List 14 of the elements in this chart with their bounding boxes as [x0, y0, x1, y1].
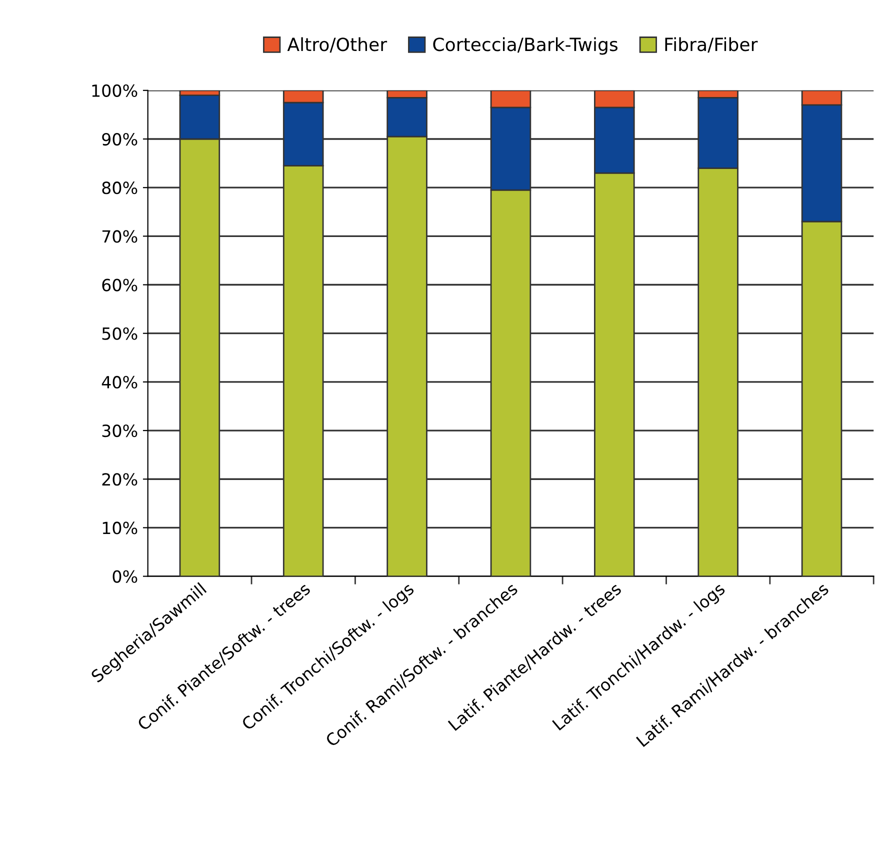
y-tick-label: 70%	[102, 230, 138, 243]
y-tick-label: 50%	[102, 327, 138, 340]
y-tick-label: 90%	[102, 132, 138, 146]
y-tick-label: 60%	[102, 278, 138, 292]
y-tick-label: 20%	[102, 473, 138, 486]
legend-label: Fibra/Fiber	[665, 37, 758, 53]
y-tick-label: 30%	[102, 424, 138, 438]
y-tick-label: 100%	[92, 84, 138, 97]
legend-label: Corteccia/Bark-Twigs	[433, 37, 618, 55]
y-tick-label: 80%	[102, 182, 138, 194]
y-tick-label: 40%	[102, 376, 138, 389]
y-tick-label: 10%	[102, 522, 138, 534]
legend-label: Altro/Other	[287, 37, 388, 53]
y-tick-label: 0%	[112, 570, 138, 583]
